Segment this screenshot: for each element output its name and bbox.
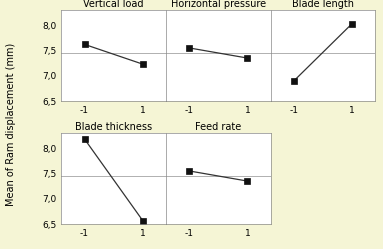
Title: Blade length: Blade length <box>292 0 354 9</box>
Text: Mean of Ram displacement (mm): Mean of Ram displacement (mm) <box>7 43 16 206</box>
Title: Feed rate: Feed rate <box>195 122 241 132</box>
Title: Horizontal pressure: Horizontal pressure <box>171 0 266 9</box>
Title: Blade thickness: Blade thickness <box>75 122 152 132</box>
Title: Vertical load: Vertical load <box>83 0 144 9</box>
